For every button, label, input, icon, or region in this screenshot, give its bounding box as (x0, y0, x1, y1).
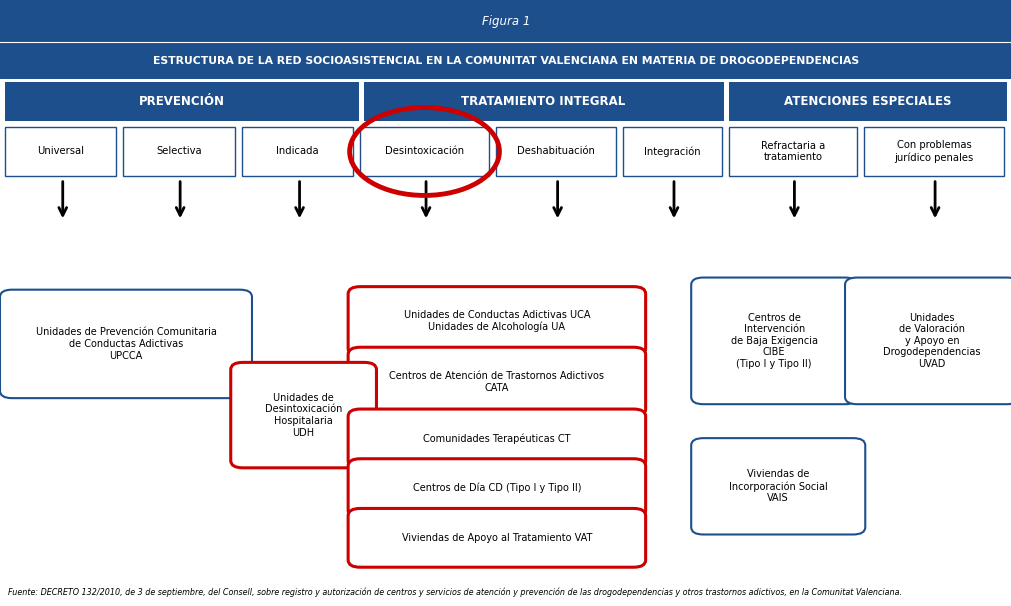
FancyBboxPatch shape (495, 127, 616, 176)
Text: Centros de Atención de Trastornos Adictivos
CATA: Centros de Atención de Trastornos Adicti… (389, 371, 604, 393)
Text: Deshabituación: Deshabituación (517, 147, 594, 156)
FancyBboxPatch shape (0, 42, 1011, 79)
FancyBboxPatch shape (348, 459, 645, 518)
Text: Indicada: Indicada (276, 147, 318, 156)
Text: Selectiva: Selectiva (156, 147, 202, 156)
Text: Universal: Universal (37, 147, 84, 156)
FancyBboxPatch shape (360, 127, 488, 176)
Text: ESTRUCTURA DE LA RED SOCIOASISTENCIAL EN LA COMUNITAT VALENCIANA EN MATERIA DE D: ESTRUCTURA DE LA RED SOCIOASISTENCIAL EN… (153, 56, 858, 65)
Text: Centros de
Intervención
de Baja Exigencia
CIBE
(Tipo I y Tipo II): Centros de Intervención de Baja Exigenci… (730, 313, 817, 369)
Text: PREVENCIÓN: PREVENCIÓN (140, 95, 224, 108)
FancyBboxPatch shape (691, 438, 864, 534)
Text: TRATAMIENTO INTEGRAL: TRATAMIENTO INTEGRAL (461, 95, 625, 108)
FancyBboxPatch shape (691, 278, 856, 404)
FancyBboxPatch shape (123, 127, 235, 176)
FancyBboxPatch shape (623, 127, 721, 176)
FancyBboxPatch shape (863, 127, 1003, 176)
FancyBboxPatch shape (348, 347, 645, 416)
Text: Integración: Integración (644, 146, 700, 157)
Text: Comunidades Terapéuticas CT: Comunidades Terapéuticas CT (423, 433, 570, 444)
FancyBboxPatch shape (348, 508, 645, 567)
FancyBboxPatch shape (231, 362, 376, 468)
FancyBboxPatch shape (5, 82, 359, 121)
FancyBboxPatch shape (728, 82, 1006, 121)
FancyBboxPatch shape (348, 409, 645, 468)
FancyBboxPatch shape (5, 127, 116, 176)
FancyBboxPatch shape (348, 287, 645, 356)
Text: Unidades de Conductas Adictivas UCA
Unidades de Alcohología UA: Unidades de Conductas Adictivas UCA Unid… (403, 310, 589, 332)
Text: Refractaria a
tratamiento: Refractaria a tratamiento (760, 141, 824, 162)
Text: ATENCIONES ESPECIALES: ATENCIONES ESPECIALES (783, 95, 950, 108)
FancyBboxPatch shape (242, 127, 353, 176)
FancyBboxPatch shape (0, 290, 252, 398)
FancyBboxPatch shape (728, 127, 856, 176)
Text: Unidades
de Valoración
y Apoyo en
Drogodependencias
UVAD: Unidades de Valoración y Apoyo en Drogod… (883, 313, 980, 369)
FancyBboxPatch shape (364, 82, 723, 121)
Text: Viviendas de
Incorporación Social
VAIS: Viviendas de Incorporación Social VAIS (728, 470, 827, 503)
FancyBboxPatch shape (0, 0, 1011, 42)
Text: Unidades de Prevención Comunitaria
de Conductas Adictivas
UPCCA: Unidades de Prevención Comunitaria de Co… (35, 327, 216, 361)
Text: Figura 1: Figura 1 (481, 15, 530, 28)
FancyBboxPatch shape (844, 278, 1011, 404)
Text: Centros de Día CD (Tipo I y Tipo II): Centros de Día CD (Tipo I y Tipo II) (412, 483, 580, 493)
Text: Desintoxicación: Desintoxicación (384, 147, 464, 156)
Text: Fuente: DECRETO 132/2010, de 3 de septiembre, del Consell, sobre registro y auto: Fuente: DECRETO 132/2010, de 3 de septie… (8, 588, 901, 598)
Text: Con problemas
jurídico penales: Con problemas jurídico penales (894, 141, 973, 162)
Text: Unidades de
Desintoxicación
Hospitalaria
UDH: Unidades de Desintoxicación Hospitalaria… (265, 393, 342, 438)
Text: Viviendas de Apoyo al Tratamiento VAT: Viviendas de Apoyo al Tratamiento VAT (401, 533, 591, 543)
